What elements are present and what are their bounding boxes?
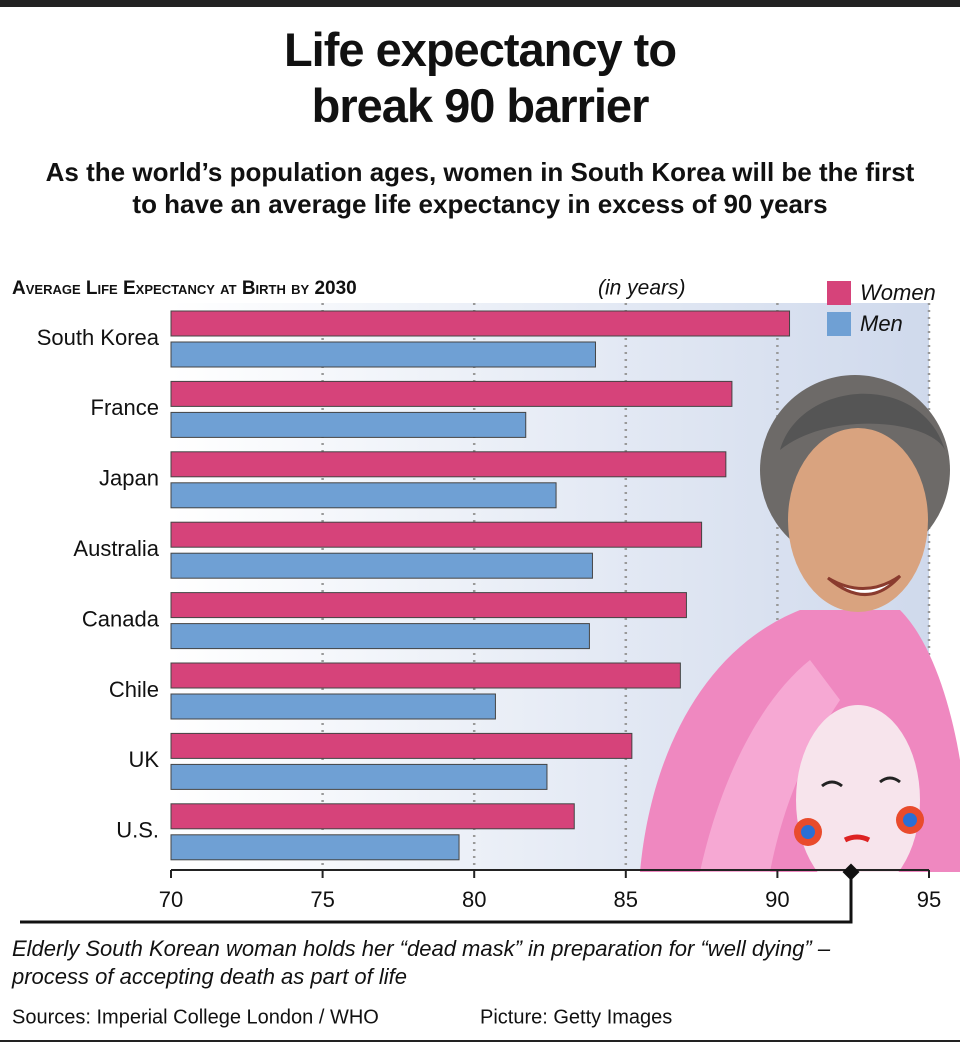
x-tick-label: 70 <box>159 887 183 912</box>
bar <box>170 592 687 619</box>
y-tick-label: Canada <box>82 606 160 631</box>
bar <box>170 451 727 478</box>
bar <box>170 411 527 438</box>
bar <box>170 662 681 689</box>
photo <box>640 375 960 872</box>
connector-marker <box>842 863 860 881</box>
bar <box>170 521 703 548</box>
y-tick-label: South Korea <box>37 325 160 350</box>
bar <box>170 834 460 861</box>
y-tick-label: UK <box>128 747 159 772</box>
sources: Sources: Imperial College London / WHO <box>12 1006 379 1028</box>
bar <box>170 552 593 579</box>
bar <box>170 763 548 790</box>
bar <box>170 380 733 407</box>
caption: Elderly South Korean woman holds her “de… <box>12 936 831 989</box>
caption-connector <box>20 878 853 924</box>
bar <box>170 623 590 650</box>
legend-swatch <box>827 281 851 305</box>
x-tick-label: 95 <box>917 887 941 912</box>
y-tick-label: Japan <box>99 466 159 491</box>
bar <box>170 803 575 830</box>
picture-credit: Picture: Getty Images <box>480 1006 672 1028</box>
legend-swatch <box>827 312 851 336</box>
chart-heading: Average Life Expectancy at Birth by 2030 <box>12 278 357 299</box>
y-tick-label: France <box>91 395 159 420</box>
legend-label: Women <box>860 280 936 305</box>
chart-subtitle: As the world’s population ages, women in… <box>45 157 915 219</box>
chart-title: Life expectancy to break 90 barrier <box>283 23 677 132</box>
bar <box>170 310 791 337</box>
x-tick-label: 80 <box>462 887 486 912</box>
y-tick-label: Australia <box>73 536 159 561</box>
y-tick-label: U.S. <box>116 818 159 843</box>
top-band <box>0 0 960 7</box>
bar <box>170 693 496 720</box>
x-tick-label: 75 <box>310 887 334 912</box>
bar <box>170 482 557 509</box>
legend-label: Men <box>860 311 903 336</box>
x-tick-label: 85 <box>614 887 638 912</box>
bar <box>170 732 633 759</box>
y-tick-label: Chile <box>109 677 159 702</box>
bar <box>170 341 596 368</box>
unit-label: (in years) <box>598 277 686 300</box>
x-tick-label: 90 <box>765 887 789 912</box>
